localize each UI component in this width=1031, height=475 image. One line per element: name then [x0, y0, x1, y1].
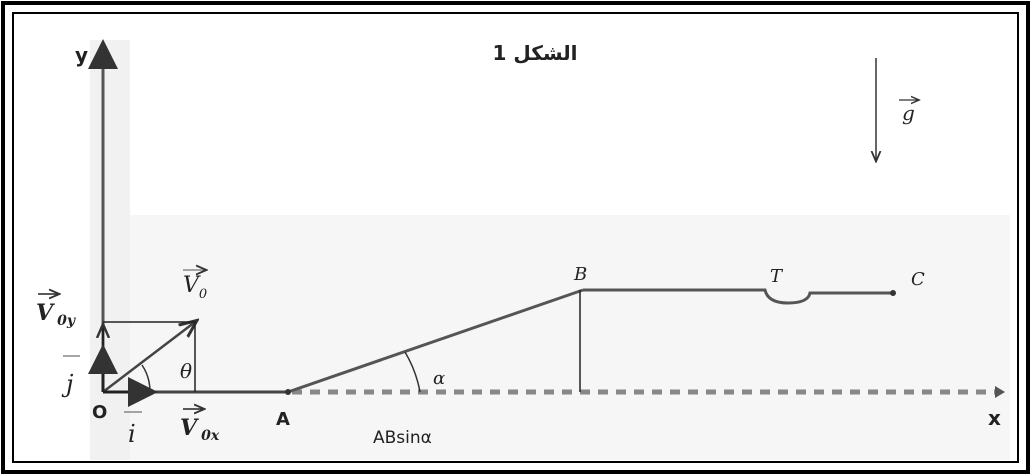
- point-c: [890, 290, 896, 296]
- point-o: O: [92, 402, 107, 423]
- alpha-label: α: [433, 368, 445, 389]
- v0y-symbol: V: [36, 300, 55, 326]
- shade: [130, 215, 1010, 460]
- height-label: ABsinα: [373, 428, 432, 448]
- v0y-label: V 0y: [36, 300, 76, 329]
- v0-vector: [102, 322, 195, 393]
- v0-symbol: V: [183, 273, 201, 298]
- shade: [90, 40, 130, 460]
- x-label: x: [988, 406, 1001, 430]
- v0y-subscript: 0y: [57, 313, 76, 329]
- alpha-arc: [404, 351, 421, 393]
- point-t-label: T: [770, 266, 784, 287]
- title: الشكل 1: [492, 41, 577, 65]
- incline: [287, 288, 584, 394]
- theta-arc: [141, 364, 151, 393]
- inner-border: [12, 12, 1019, 463]
- point-a: [285, 389, 291, 395]
- v0x-label: V 0x: [180, 415, 220, 444]
- point-b-label: B: [573, 264, 587, 285]
- x-arrow: [995, 386, 1005, 398]
- track: [583, 288, 893, 305]
- y-label: y: [75, 43, 88, 67]
- v0x-symbol: V: [180, 415, 199, 441]
- v0-subscript: 0: [199, 287, 207, 302]
- theta-label: θ: [180, 359, 192, 383]
- g-label: g: [902, 101, 915, 125]
- point-c-label: C: [911, 269, 925, 290]
- i-label: i: [128, 420, 136, 448]
- point-a-label: A: [276, 409, 290, 430]
- v0x-subscript: 0x: [201, 428, 220, 444]
- v0-label: V0: [183, 273, 207, 302]
